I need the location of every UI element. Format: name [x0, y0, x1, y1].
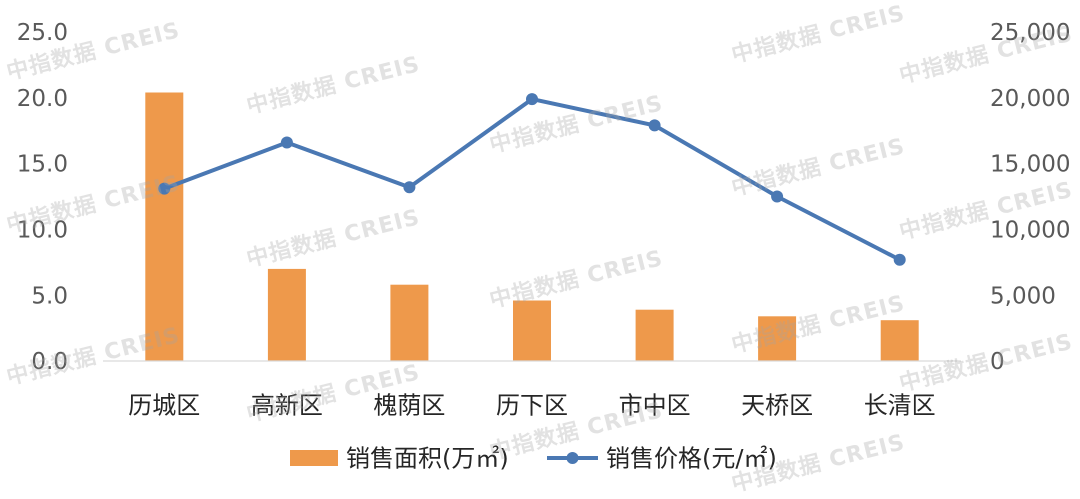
- legend-sales-price-marker: [566, 452, 579, 464]
- category-label-5: 市中区: [619, 391, 691, 419]
- sales-price-point-7: [893, 253, 906, 266]
- watermark-text-14: 中指数据 CREIS: [897, 21, 1076, 89]
- sales-price-point-5: [648, 119, 661, 132]
- category-axis-labels: 历城区 高新区 槐荫区 历下区 市中区 天桥区 长清区: [128, 391, 935, 419]
- right-axis-tick-label-4: 15,000: [990, 152, 1070, 178]
- right-axis-tick-label-5: 20,000: [990, 86, 1070, 112]
- sales-area-bar-1: [145, 92, 184, 361]
- sales-area-bar-5: [635, 309, 674, 361]
- watermark-text-10: 中指数据 CREIS: [729, 0, 908, 68]
- sales-price-point-4: [526, 93, 538, 106]
- left-axis-tick-label-1: 0.0: [31, 349, 68, 375]
- left-axis-tick-label-2: 5.0: [31, 283, 68, 309]
- category-label-2: 高新区: [251, 391, 323, 419]
- sales-area-bar-6: [758, 316, 797, 361]
- right-axis-tick-label-3: 10,000: [990, 217, 1070, 243]
- sales-price-point-6: [771, 190, 784, 203]
- category-label-7: 长清区: [864, 391, 936, 419]
- left-axis-tick-label-3: 10.0: [17, 217, 68, 243]
- category-label-1: 历城区: [128, 391, 200, 419]
- watermark-text-5: 中指数据 CREIS: [244, 204, 423, 272]
- sales-price-line-series: [158, 93, 906, 266]
- right-value-axis: 0 5,000 10,000 15,000 20,000 25,000: [990, 20, 1070, 375]
- legend-sales-area-swatch: [290, 450, 338, 466]
- watermark-text-7: 中指数据 CREIS: [487, 90, 666, 158]
- left-axis-tick-label-5: 20.0: [17, 86, 68, 112]
- sales-area-bar-4: [513, 300, 551, 361]
- sales-area-bar-7: [880, 320, 919, 361]
- sales-price-point-3: [403, 181, 416, 194]
- right-axis-tick-label-2: 5,000: [990, 283, 1056, 309]
- right-axis-tick-label-1: 0: [990, 349, 1005, 375]
- legend: 销售面积(万㎡) 销售价格(元/㎡): [290, 444, 777, 472]
- watermark-text-11: 中指数据 CREIS: [729, 133, 908, 201]
- sales-price-point-1: [158, 182, 171, 195]
- sales-area-bar-2: [267, 268, 306, 361]
- watermark-text-16: 中指数据 CREIS: [897, 329, 1076, 397]
- sales-area-bar-series: [145, 92, 919, 361]
- legend-sales-area-label: 销售面积(万㎡): [346, 444, 509, 472]
- category-label-3: 槐荫区: [373, 391, 445, 419]
- left-value-axis: 0.0 5.0 10.0 15.0 20.0 25.0: [17, 20, 68, 375]
- category-label-6: 天桥区: [741, 391, 813, 419]
- sales-price-point-2: [280, 136, 293, 149]
- right-axis-tick-label-6: 25,000: [990, 20, 1070, 46]
- legend-sales-price-label: 销售价格(元/㎡): [606, 444, 777, 472]
- sales-area-bar-3: [390, 284, 429, 361]
- category-label-4: 历下区: [496, 391, 568, 419]
- left-axis-tick-label-6: 25.0: [17, 20, 68, 46]
- left-axis-tick-label-4: 15.0: [17, 152, 68, 178]
- watermark-text-8: 中指数据 CREIS: [487, 245, 666, 313]
- watermark-text-4: 中指数据 CREIS: [244, 51, 423, 119]
